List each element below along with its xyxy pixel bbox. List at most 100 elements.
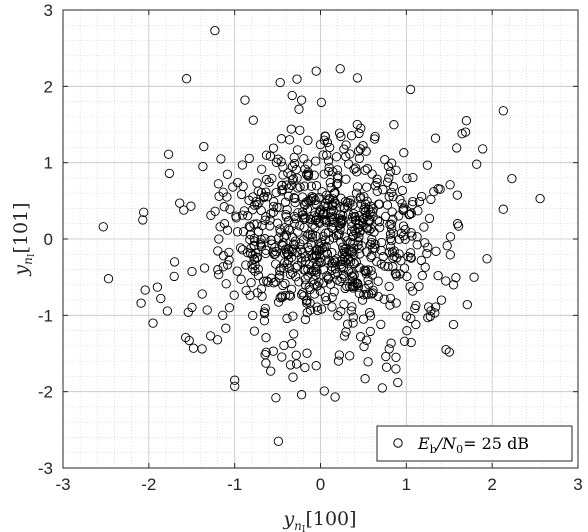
data-point xyxy=(219,202,229,212)
data-point xyxy=(292,145,303,155)
data-point xyxy=(422,160,433,170)
data-point xyxy=(261,332,271,343)
data-point xyxy=(351,257,362,267)
data-point xyxy=(268,143,279,153)
data-point xyxy=(293,183,303,193)
data-point xyxy=(326,182,336,193)
data-point xyxy=(323,156,334,166)
data-point xyxy=(156,293,166,304)
data-point xyxy=(248,310,258,321)
data-point xyxy=(469,272,479,282)
data-point xyxy=(213,246,223,256)
data-point xyxy=(286,170,296,181)
data-point xyxy=(311,231,321,241)
data-point xyxy=(148,318,158,328)
data-point xyxy=(334,350,345,360)
data-point xyxy=(341,247,351,257)
data-point xyxy=(235,243,246,253)
data-point xyxy=(197,289,207,299)
data-point xyxy=(284,290,295,300)
data-point xyxy=(315,253,326,263)
data-point xyxy=(327,302,337,312)
data-point xyxy=(394,211,404,221)
data-point xyxy=(305,298,315,308)
data-point xyxy=(350,212,360,222)
data-point xyxy=(262,276,272,286)
data-point xyxy=(306,266,317,276)
data-point xyxy=(329,188,339,198)
data-point xyxy=(461,116,472,126)
y-tick-label: 0 xyxy=(44,230,53,249)
data-point xyxy=(385,300,395,310)
data-point xyxy=(406,337,416,348)
data-point xyxy=(282,313,292,324)
x-tick-label: -2 xyxy=(141,475,156,494)
data-point xyxy=(320,131,330,141)
x-tick-label: -3 xyxy=(55,475,70,494)
data-point xyxy=(240,95,250,105)
data-point xyxy=(460,127,471,137)
data-point xyxy=(398,221,409,231)
data-point xyxy=(313,217,324,227)
data-point xyxy=(287,90,297,101)
data-point xyxy=(452,219,463,229)
data-point xyxy=(136,298,146,308)
data-point xyxy=(283,191,294,201)
data-point xyxy=(248,250,258,260)
data-point xyxy=(329,287,339,297)
data-point xyxy=(245,290,255,300)
data-point xyxy=(452,143,462,153)
data-point xyxy=(406,313,416,324)
data-point xyxy=(309,170,319,180)
data-point xyxy=(187,266,197,277)
data-point xyxy=(345,256,356,267)
data-point xyxy=(347,302,357,312)
data-point xyxy=(360,165,370,175)
data-point xyxy=(482,254,492,264)
data-point xyxy=(320,292,331,302)
data-point xyxy=(291,164,301,175)
data-point xyxy=(426,194,436,205)
data-point xyxy=(264,177,274,187)
data-point xyxy=(393,377,403,388)
data-point xyxy=(381,362,392,372)
data-point xyxy=(179,205,189,215)
data-point xyxy=(181,332,191,343)
data-point xyxy=(277,186,287,196)
data-point xyxy=(357,295,368,305)
data-point xyxy=(256,235,266,245)
data-point xyxy=(342,319,353,329)
data-point xyxy=(375,222,385,233)
data-point xyxy=(103,274,114,284)
data-point xyxy=(347,277,357,287)
data-point xyxy=(341,174,351,184)
data-point xyxy=(351,163,361,173)
x-tick-label: 0 xyxy=(316,475,325,494)
data-point xyxy=(183,307,193,317)
data-point xyxy=(286,124,296,134)
data-point xyxy=(140,285,150,295)
data-point xyxy=(384,173,394,183)
data-point xyxy=(441,276,451,286)
data-point xyxy=(285,360,296,370)
data-point xyxy=(389,120,399,130)
data-point xyxy=(386,338,396,348)
data-point xyxy=(334,220,344,231)
data-point xyxy=(224,247,234,258)
data-point xyxy=(389,246,399,256)
data-point xyxy=(423,242,433,252)
data-point xyxy=(345,198,355,208)
data-point xyxy=(273,297,284,307)
data-point xyxy=(249,254,259,265)
data-point xyxy=(302,348,312,358)
data-point xyxy=(345,149,355,159)
data-point xyxy=(324,166,334,177)
data-point xyxy=(407,199,417,210)
data-point xyxy=(316,304,327,314)
data-point xyxy=(377,383,387,393)
data-point xyxy=(370,239,380,249)
data-point xyxy=(275,227,285,237)
data-point xyxy=(238,227,249,237)
data-point xyxy=(378,185,388,195)
data-point xyxy=(385,167,396,177)
